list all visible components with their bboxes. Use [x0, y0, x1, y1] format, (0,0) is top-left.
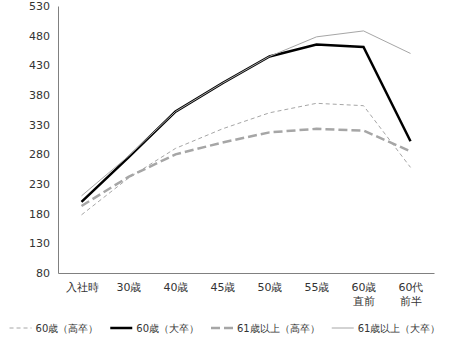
x-tick-label-line: 55歳	[305, 281, 330, 294]
legend-label: 61歳以上（高卒）	[237, 323, 320, 334]
x-tick-label: 45歳	[211, 281, 236, 294]
x-tick-label-line: 直前	[353, 295, 375, 308]
x-tick: 50歳	[258, 273, 283, 294]
series-line	[82, 31, 411, 196]
x-axis: 入社時 30歳 40歳 45歳 50歳 55歳 60歳直前 60代前半	[59, 273, 435, 308]
y-tick: 230	[29, 178, 58, 191]
legend-item: 61歳以上（高卒）	[211, 323, 320, 334]
legend-swatch	[211, 327, 233, 330]
y-tick: 280	[29, 148, 58, 161]
y-tick-label: 80	[36, 267, 50, 280]
y-tick: 80	[36, 267, 58, 280]
legend: 60歳（高卒） 60歳（大卒） 61歳以上（高卒） 61歳以上（大卒）	[10, 323, 441, 334]
legend-label: 60歳（大卒）	[136, 323, 199, 334]
y-tick-label: 430	[29, 59, 50, 72]
legend-label: 60歳（高卒）	[36, 323, 99, 334]
x-tick-label: 60歳直前	[352, 281, 377, 308]
y-tick: 430	[29, 59, 58, 72]
x-tick-label: 40歳	[164, 281, 189, 294]
x-tick-label: 55歳	[305, 281, 330, 294]
y-tick-label: 230	[29, 178, 50, 191]
plot: 80 130 180 230 280 330 380 430 480 530 入社時 30歳 40歳 45…	[29, 0, 435, 308]
x-tick-label-line: 60代	[399, 281, 424, 294]
y-tick: 130	[29, 237, 58, 250]
chart: 80 130 180 230 280 330 380 430 480 530 入社時 30歳 40歳 45…	[0, 0, 450, 338]
y-tick-label: 380	[29, 89, 50, 102]
x-tick-label: 入社時	[66, 281, 99, 294]
x-tick: 入社時	[66, 273, 99, 294]
x-tick-label-line: 50歳	[258, 281, 283, 294]
y-tick: 180	[29, 208, 58, 221]
x-tick-label-line: 60歳	[352, 281, 377, 294]
y-axis: 80 130 180 230 280 330 380 430 480 530	[29, 0, 59, 280]
x-tick-label-line: 45歳	[211, 281, 236, 294]
lines	[82, 31, 411, 215]
x-tick: 40歳	[164, 273, 189, 294]
legend-item: 60歳（高卒）	[10, 323, 99, 334]
series-line	[82, 103, 411, 215]
y-tick-label: 480	[29, 30, 50, 43]
y-tick-label: 530	[29, 0, 50, 13]
x-tick: 60代前半	[399, 273, 424, 308]
x-tick: 45歳	[211, 273, 236, 294]
legend-swatch	[332, 328, 354, 329]
y-axis-line	[58, 7, 59, 274]
series-line	[82, 129, 411, 206]
y-tick-label: 330	[29, 119, 50, 132]
y-tick-label: 280	[29, 148, 50, 161]
y-tick: 480	[29, 30, 58, 43]
x-tick-label: 60代前半	[399, 281, 424, 308]
x-tick-label: 50歳	[258, 281, 283, 294]
y-tick-label: 180	[29, 208, 50, 221]
x-tick-label: 30歳	[117, 281, 142, 294]
series-line	[82, 45, 411, 202]
x-tick: 55歳	[305, 273, 330, 294]
x-tick-label-line: 40歳	[164, 281, 189, 294]
x-axis-line	[59, 273, 435, 274]
x-tick: 60歳直前	[352, 273, 377, 308]
y-tick: 330	[29, 119, 58, 132]
legend-swatch	[110, 327, 132, 330]
legend-swatch	[10, 328, 32, 329]
y-tick-label: 130	[29, 237, 50, 250]
legend-item: 60歳（大卒）	[110, 323, 199, 334]
x-tick-label-line: 30歳	[117, 281, 142, 294]
y-tick: 530	[29, 0, 58, 13]
legend-item: 61歳以上（大卒）	[332, 323, 441, 334]
legend-label: 61歳以上（大卒）	[358, 323, 441, 334]
x-tick: 30歳	[117, 273, 142, 294]
x-tick-label-line: 入社時	[66, 281, 99, 294]
y-tick: 380	[29, 89, 58, 102]
x-tick-label-line: 前半	[400, 295, 422, 308]
